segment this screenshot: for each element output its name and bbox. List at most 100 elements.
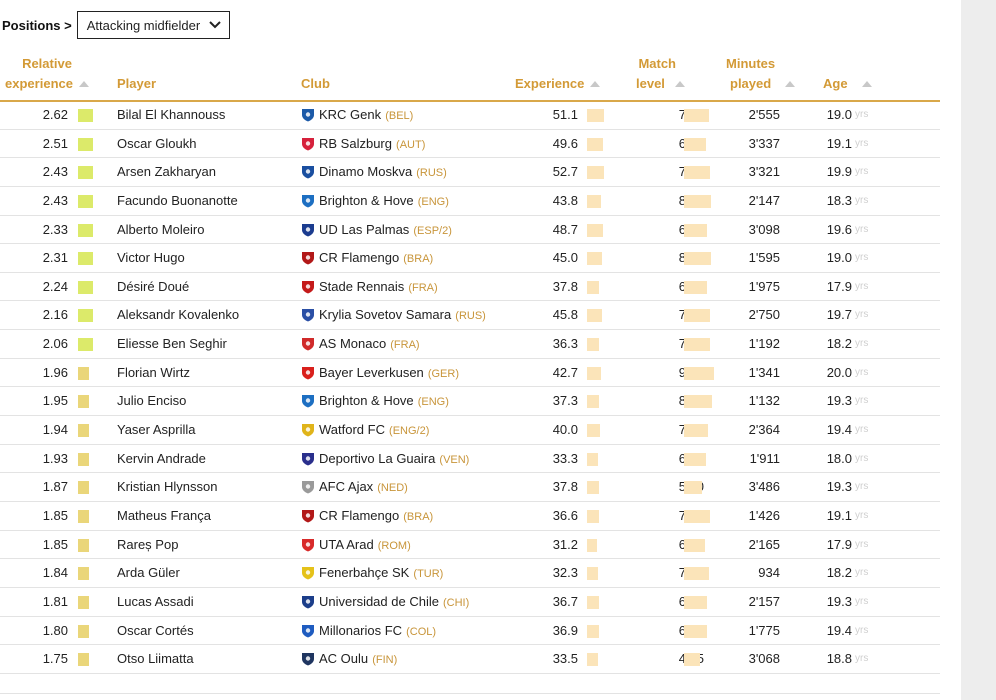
club-name[interactable]: Deportivo La Guaira (VEN) bbox=[319, 445, 469, 473]
age-value: 18.2 bbox=[826, 336, 852, 352]
col-club[interactable]: Club bbox=[301, 76, 330, 91]
player-name[interactable]: Aleksandr Kovalenko bbox=[117, 307, 240, 323]
player-name[interactable]: Matheus França bbox=[117, 507, 211, 523]
club-name[interactable]: Universidad de Chile (CHI) bbox=[319, 588, 469, 616]
col-experience[interactable]: Experience bbox=[515, 74, 601, 94]
relative-experience-bar bbox=[78, 481, 89, 495]
col-player[interactable]: Player bbox=[117, 76, 157, 91]
club-name[interactable]: RB Salzburg (AUT) bbox=[319, 130, 425, 158]
club-name[interactable]: UD Las Palmas (ESP/2) bbox=[319, 216, 452, 244]
club-name[interactable]: Millonarios FC (COL) bbox=[319, 617, 436, 645]
col-minutes-played[interactable]: Minutes played bbox=[726, 54, 798, 94]
table-row[interactable]: 1.80 Oscar Cortés Millonarios FC (COL) 36.9… bbox=[0, 617, 940, 646]
player-name[interactable]: Florian Wirtz bbox=[117, 364, 190, 380]
club-name[interactable]: AFC Ajax (NED) bbox=[319, 473, 408, 501]
player-name[interactable]: Désiré Doué bbox=[117, 278, 190, 294]
col-age[interactable]: Age bbox=[823, 74, 872, 94]
age-unit: yrs bbox=[855, 194, 869, 206]
club-name-text: Dinamo Moskva bbox=[319, 164, 413, 180]
club-name[interactable]: CR Flamengo (BRA) bbox=[319, 244, 433, 272]
club-name[interactable]: Dinamo Moskva (RUS) bbox=[319, 158, 447, 186]
minutes-played-value: 3'068 bbox=[748, 651, 780, 667]
club-name[interactable]: Fenerbahçe SK (TUR) bbox=[319, 559, 443, 587]
club-name[interactable]: CR Flamengo (BRA) bbox=[319, 502, 433, 530]
flamengo-crest-icon bbox=[301, 251, 315, 265]
relative-experience-value: 1.84 bbox=[42, 565, 68, 581]
table-row[interactable]: 1.96 Florian Wirtz Bayer Leverkusen (GER) 4… bbox=[0, 359, 940, 388]
club-name[interactable]: Krylia Sovetov Samara (RUS) bbox=[319, 301, 486, 329]
experience-bar bbox=[587, 223, 604, 237]
experience-value: 32.3 bbox=[552, 565, 578, 581]
club-country: (ENG) bbox=[414, 396, 449, 409]
table-row[interactable]: 1.93 Kervin Andrade Deportivo La Guaira (V… bbox=[0, 445, 940, 474]
club-name[interactable]: UTA Arad (ROM) bbox=[319, 531, 411, 559]
relative-experience-bar bbox=[78, 309, 93, 323]
age-value: 19.6 bbox=[826, 221, 852, 237]
table-row[interactable]: 2.62 Bilal El Khannouss KRC Genk (BEL) 51.1… bbox=[0, 101, 940, 130]
col-match-level[interactable]: Match level bbox=[636, 54, 685, 94]
club-name-text: CR Flamengo bbox=[319, 507, 400, 523]
table-row[interactable]: 2.33 Alberto Moleiro UD Las Palmas (ESP/2)… bbox=[0, 216, 940, 245]
table-row[interactable]: 1.95 Julio Enciso Brighton & Hove (ENG) 37.… bbox=[0, 387, 940, 417]
table-row[interactable]: 2.16 Aleksandr Kovalenko Krylia Sovetov Sa… bbox=[0, 301, 940, 331]
player-name[interactable]: Kervin Andrade bbox=[117, 450, 206, 466]
age-value: 19.1 bbox=[826, 135, 852, 151]
player-name[interactable]: Kristian Hlynsson bbox=[117, 479, 218, 495]
player-name[interactable]: Eliesse Ben Seghir bbox=[117, 336, 227, 352]
match-level-bar bbox=[684, 194, 712, 208]
player-name[interactable]: Julio Enciso bbox=[117, 393, 187, 409]
table-row[interactable]: 2.43 Facundo Buonanotte Brighton & Hove (E… bbox=[0, 187, 940, 216]
player-name[interactable]: Victor Hugo bbox=[117, 250, 185, 266]
club-name[interactable]: KRC Genk (BEL) bbox=[319, 101, 413, 129]
player-name[interactable]: Alberto Moleiro bbox=[117, 221, 205, 237]
table-row[interactable]: 2.43 Arsen Zakharyan Dinamo Moskva (RUS) 52… bbox=[0, 158, 940, 187]
table-row[interactable]: 2.06 Eliesse Ben Seghir AS Monaco (FRA) 36.… bbox=[0, 330, 940, 359]
experience-value: 42.7 bbox=[552, 364, 578, 380]
player-name[interactable]: Lucas Assadi bbox=[117, 593, 194, 609]
club-name[interactable]: Brighton & Hove (ENG) bbox=[319, 187, 449, 215]
dinamo-crest-icon bbox=[301, 165, 315, 179]
player-name[interactable]: Yaser Asprilla bbox=[117, 422, 196, 438]
player-name[interactable]: Arsen Zakharyan bbox=[117, 164, 216, 180]
player-name[interactable]: Facundo Buonanotte bbox=[117, 192, 238, 208]
experience-bar bbox=[587, 509, 600, 523]
club-country: (AUT) bbox=[392, 138, 426, 151]
experience-value: 33.5 bbox=[552, 651, 578, 667]
relative-experience-value: 2.43 bbox=[42, 164, 68, 180]
relative-experience-bar bbox=[78, 137, 93, 151]
age-value: 18.3 bbox=[826, 192, 852, 208]
relative-experience-bar bbox=[78, 624, 89, 638]
club-name[interactable]: Stade Rennais (FRA) bbox=[319, 273, 438, 301]
player-name[interactable]: Bilal El Khannouss bbox=[117, 107, 226, 122]
col-relative-experience[interactable]: Relative experience bbox=[4, 54, 90, 94]
position-select[interactable]: Attacking midfielder bbox=[76, 11, 230, 39]
player-name[interactable]: Rareș Pop bbox=[117, 536, 179, 552]
club-name-text: Brighton & Hove bbox=[319, 192, 414, 208]
minutes-played-value: 1'911 bbox=[749, 450, 780, 466]
minutes-played-value: 1'341 bbox=[748, 364, 780, 380]
table-row[interactable]: 1.94 Yaser Asprilla Watford FC (ENG/2) 40.0… bbox=[0, 416, 940, 445]
player-name[interactable]: Arda Güler bbox=[117, 565, 180, 581]
club-name[interactable]: Bayer Leverkusen (GER) bbox=[319, 359, 459, 387]
experience-value: 36.7 bbox=[552, 593, 578, 609]
club-name[interactable]: AS Monaco (FRA) bbox=[319, 330, 420, 358]
club-name[interactable]: AC Oulu (FIN) bbox=[319, 645, 397, 673]
player-name[interactable]: Oscar Gloukh bbox=[117, 135, 197, 151]
match-level-bar bbox=[684, 137, 706, 151]
club-name-text: UD Las Palmas bbox=[319, 221, 410, 237]
table-row[interactable]: 1.81 Lucas Assadi Universidad de Chile (CH… bbox=[0, 588, 940, 617]
player-name[interactable]: Otso Liimatta bbox=[117, 651, 194, 667]
krylia-crest-icon bbox=[301, 308, 315, 322]
player-name[interactable]: Oscar Cortés bbox=[117, 622, 194, 638]
club-name[interactable]: Watford FC (ENG/2) bbox=[319, 416, 429, 444]
minutes-played-value: 2'555 bbox=[748, 107, 780, 122]
club-name[interactable]: Brighton & Hove (ENG) bbox=[319, 387, 449, 415]
